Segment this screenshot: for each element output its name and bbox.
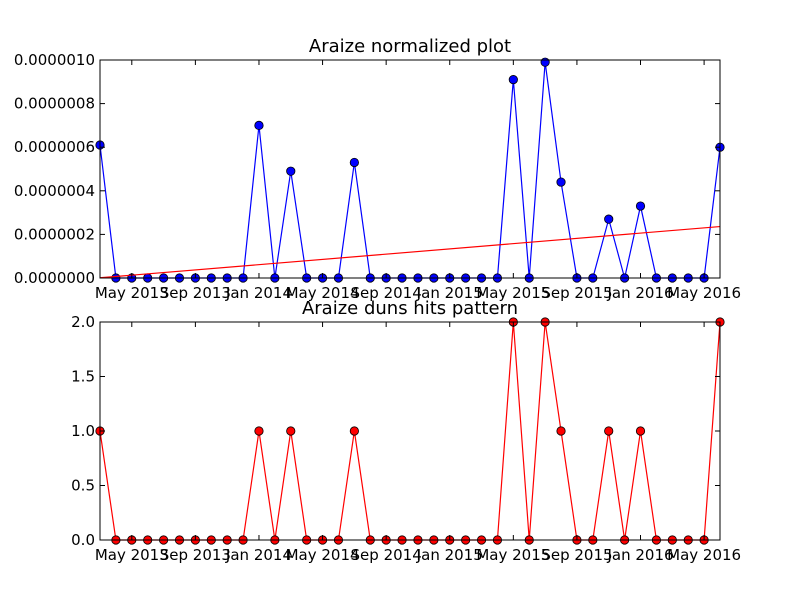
data-point bbox=[349, 157, 359, 168]
x-tick-label: Sep 2013 bbox=[160, 546, 231, 564]
y-tick-label: 0.0 bbox=[71, 531, 95, 549]
x-tick-label: Sep 2015 bbox=[541, 284, 612, 302]
x-tick-label: Jan 2014 bbox=[225, 284, 292, 302]
data-point bbox=[635, 201, 646, 211]
y-tick-label: 0.0000004 bbox=[14, 182, 95, 200]
y-tick-label: 0.0000010 bbox=[14, 51, 95, 69]
chart-panel-1: Araize normalized plot 0.0000000 0.0000002… bbox=[14, 36, 741, 302]
data-point bbox=[508, 75, 518, 85]
x-tick-label: Jan 2015 bbox=[416, 284, 483, 302]
y-tick-label: 0.0000006 bbox=[14, 138, 95, 156]
y-tick-label: 0.5 bbox=[71, 477, 95, 495]
x-tick-label: May 2013 bbox=[95, 284, 169, 302]
y-tick-label: 0.0000000 bbox=[14, 269, 95, 287]
chart-title: Araize normalized plot bbox=[309, 36, 511, 57]
x-tick-label: Sep 2013 bbox=[160, 284, 231, 302]
y-tick-label: 1.5 bbox=[71, 368, 95, 386]
x-tick-label: Jan 2016 bbox=[606, 546, 673, 564]
chart-panel-2: Araize duns hits pattern 0.0 0.5 1.0 1.5 2.0 M… bbox=[71, 298, 741, 564]
axes-frame bbox=[99, 59, 721, 279]
x-tick-label: Sep 2014 bbox=[351, 284, 422, 302]
chart-panels: Araize normalized plot 0.0000000 0.0000002… bbox=[14, 36, 741, 564]
x-tick-label: May 2014 bbox=[286, 284, 360, 302]
series-2 bbox=[99, 225, 721, 279]
data-point bbox=[254, 120, 264, 131]
data-point bbox=[540, 57, 550, 67]
data-point bbox=[604, 426, 614, 436]
chart-title: Araize duns hits pattern bbox=[302, 298, 518, 319]
x-tick-label: May 2015 bbox=[476, 546, 550, 564]
x-tick-label: Sep 2015 bbox=[541, 546, 612, 564]
x-tick-label: Jan 2014 bbox=[225, 546, 292, 564]
data-point bbox=[604, 214, 614, 224]
data-point bbox=[349, 426, 359, 436]
y-tick-label: 2.0 bbox=[71, 313, 95, 331]
data-point bbox=[286, 166, 296, 176]
x-tick-label: Jan 2015 bbox=[416, 546, 483, 564]
x-tick-label: May 2013 bbox=[95, 546, 169, 564]
data-point bbox=[286, 426, 296, 436]
x-tick-label: May 2016 bbox=[667, 546, 741, 564]
data-point bbox=[556, 426, 566, 436]
x-tick-label: May 2016 bbox=[667, 284, 741, 302]
x-tick-label: Jan 2016 bbox=[606, 284, 673, 302]
data-point bbox=[556, 177, 566, 187]
data-point bbox=[635, 426, 646, 436]
x-tick-label: May 2014 bbox=[286, 546, 360, 564]
y-tick-label: 1.0 bbox=[71, 422, 95, 440]
y-tick-label: 0.0000008 bbox=[14, 95, 95, 113]
x-tick-label: May 2015 bbox=[476, 284, 550, 302]
x-tick-label: Sep 2014 bbox=[351, 546, 422, 564]
data-point bbox=[254, 426, 264, 436]
y-tick-label: 0.0000002 bbox=[14, 225, 95, 243]
trend-line bbox=[99, 225, 721, 279]
